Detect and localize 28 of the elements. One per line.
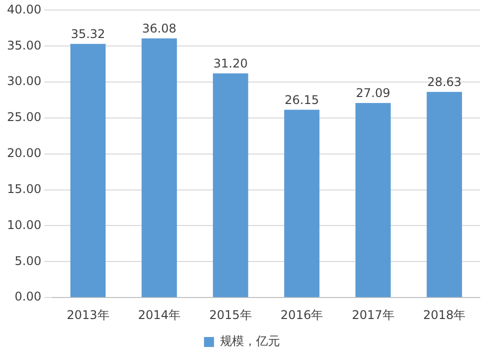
text: 26.15 (284, 92, 319, 107)
text: 27.09 (356, 86, 390, 100)
x-tick-label: 2016年 (280, 308, 324, 322)
text: 36.08 (142, 21, 176, 36)
bar (212, 73, 248, 298)
text: 35.32 (70, 26, 106, 41)
bar (355, 102, 391, 298)
y-tick-label: 35.00 (6, 38, 42, 52)
bar (142, 38, 177, 298)
y-tick-label: 30.00 (6, 74, 42, 88)
x-tick-label: 2015年 (209, 308, 252, 322)
bar (426, 92, 462, 298)
y-tick-label: 15.00 (6, 182, 42, 196)
y-tick-label: 20.00 (6, 146, 42, 160)
text: 31.20 (213, 56, 248, 71)
x-tick-label: 2017年 (352, 308, 394, 322)
x-tick-label: 2014年 (138, 308, 181, 322)
y-tick-label: 25.00 (6, 110, 42, 124)
text: 28.63 (427, 75, 462, 90)
legend-label: 规模，亿元 (220, 334, 280, 348)
y-tick-label: 5.00 (14, 254, 42, 268)
y-tick-label: 0.00 (14, 290, 42, 304)
x-tick-label: 2018年 (423, 308, 466, 322)
y-tick-label: 10.00 (6, 218, 42, 232)
y-tick-label: 40.00 (6, 2, 42, 16)
bar (70, 44, 106, 298)
x-tick-label: 2013年 (66, 308, 110, 322)
bar (284, 110, 320, 298)
